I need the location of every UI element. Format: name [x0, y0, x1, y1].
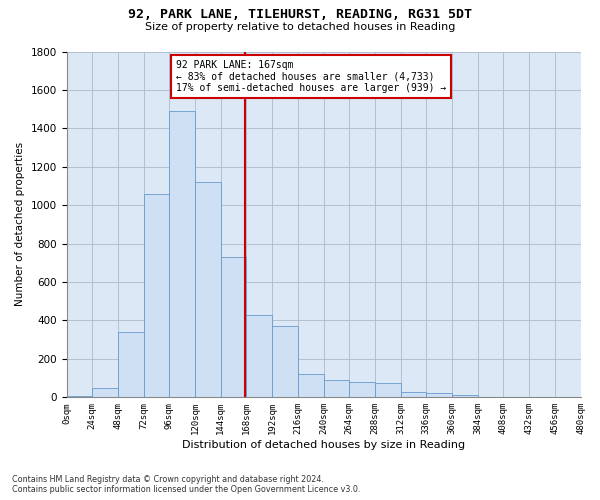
Bar: [298, 374, 323, 398]
Bar: [92, 388, 118, 398]
Bar: [401, 392, 427, 398]
Bar: [195, 182, 221, 398]
Bar: [143, 194, 169, 398]
Bar: [272, 326, 298, 398]
Bar: [452, 396, 478, 398]
Bar: [118, 332, 143, 398]
Bar: [349, 382, 375, 398]
Text: Contains HM Land Registry data © Crown copyright and database right 2024.
Contai: Contains HM Land Registry data © Crown c…: [12, 474, 361, 494]
Y-axis label: Number of detached properties: Number of detached properties: [15, 142, 25, 306]
Bar: [375, 383, 401, 398]
Text: Size of property relative to detached houses in Reading: Size of property relative to detached ho…: [145, 22, 455, 32]
Text: 92 PARK LANE: 167sqm
← 83% of detached houses are smaller (4,733)
17% of semi-de: 92 PARK LANE: 167sqm ← 83% of detached h…: [176, 60, 446, 94]
X-axis label: Distribution of detached houses by size in Reading: Distribution of detached houses by size …: [182, 440, 465, 450]
Bar: [67, 396, 92, 398]
Bar: [169, 111, 195, 398]
Bar: [427, 392, 452, 398]
Bar: [221, 257, 247, 398]
Bar: [247, 314, 272, 398]
Bar: [323, 380, 349, 398]
Text: 92, PARK LANE, TILEHURST, READING, RG31 5DT: 92, PARK LANE, TILEHURST, READING, RG31 …: [128, 8, 472, 20]
